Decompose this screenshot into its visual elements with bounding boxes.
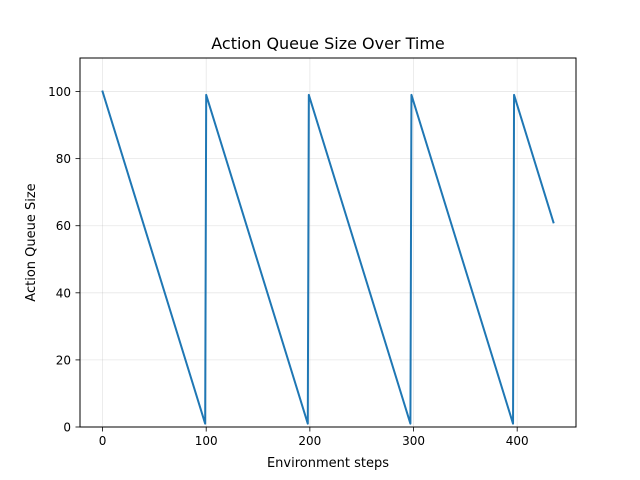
plot-frame bbox=[79, 57, 577, 428]
y-tick-label: 40 bbox=[56, 286, 71, 300]
chart-title: Action Queue Size Over Time bbox=[211, 34, 445, 53]
x-axis-label: Environment steps bbox=[267, 456, 389, 471]
y-tick-label: 60 bbox=[56, 219, 71, 233]
y-tick-label: 20 bbox=[56, 353, 71, 367]
series-layer bbox=[101, 90, 555, 425]
y-axis-label: Action Queue Size bbox=[24, 183, 39, 301]
x-tick-label: 100 bbox=[195, 434, 218, 448]
series-line bbox=[101, 90, 555, 425]
x-tick-label: 200 bbox=[298, 434, 321, 448]
ticks: 0 100 200 300 400 0 20 40 60 80 100 bbox=[48, 85, 529, 448]
x-tick-label: 400 bbox=[506, 434, 529, 448]
x-tick-label: 0 bbox=[99, 434, 107, 448]
x-tick-label: 300 bbox=[402, 434, 425, 448]
y-tick-label: 100 bbox=[48, 85, 71, 99]
y-tick-label: 80 bbox=[56, 152, 71, 166]
y-tick-label: 0 bbox=[63, 421, 71, 435]
